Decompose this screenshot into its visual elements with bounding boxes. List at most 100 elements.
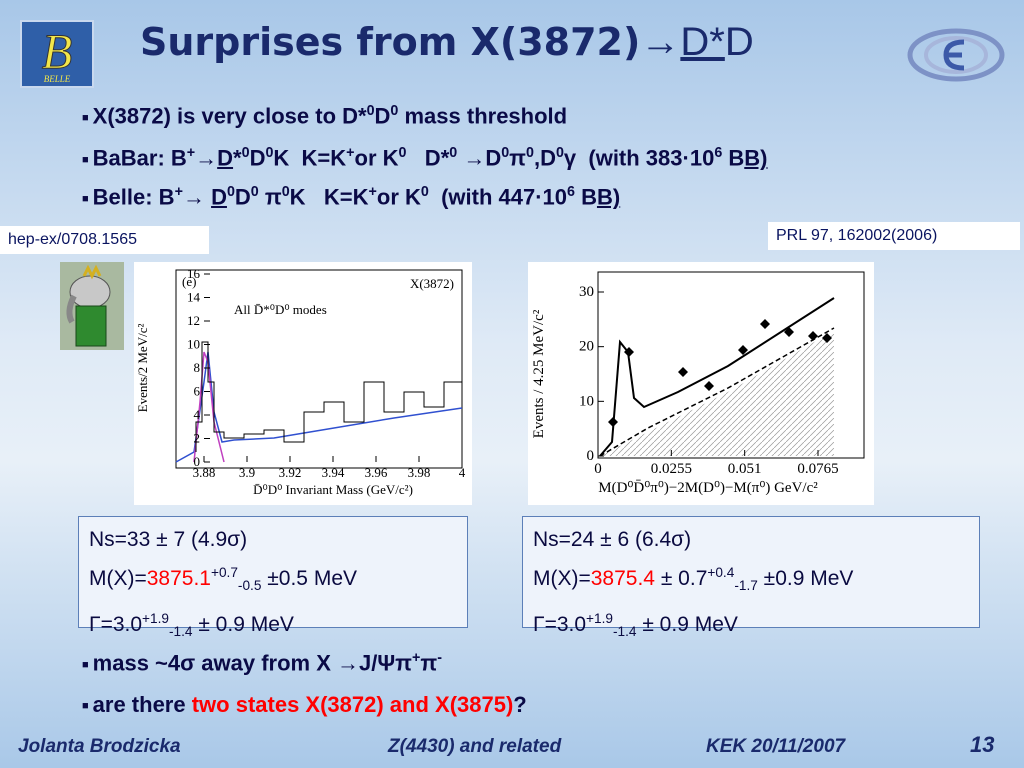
text-run: π <box>258 184 282 210</box>
text-run: mass threshold <box>398 103 568 129</box>
text-run: → <box>640 20 681 64</box>
x-tick-label: 3.92 <box>279 465 302 480</box>
text-run: 3875.1 <box>146 567 211 590</box>
y-axis-label: Events / 4.25 MeV/c² <box>531 309 547 438</box>
text-run: +1.9 <box>142 611 169 627</box>
x-tick-label: 3.9 <box>239 465 255 480</box>
text-run: π <box>509 145 527 171</box>
y-tick-label: 6 <box>194 384 201 399</box>
text-run: → <box>182 184 212 210</box>
text-run: 0 <box>250 184 259 200</box>
text-run: γ (with 383·10 <box>563 145 715 171</box>
text-run: D <box>217 145 234 171</box>
text-run: 0 <box>390 103 399 119</box>
text-run: K K=K <box>273 145 347 171</box>
box-line: Ns=24 ± 6 (6.4σ) <box>533 523 969 556</box>
text-run: ±0.5 MeV <box>261 567 358 590</box>
logo-bg <box>20 20 94 88</box>
text-run: ±0.9 MeV <box>757 567 854 590</box>
text-run: B) <box>744 145 768 171</box>
text-run: or K <box>376 184 421 210</box>
text-run: → <box>195 145 218 171</box>
plot-legend: All D̄*⁰D⁰ modes <box>234 302 327 317</box>
y-tick-label: 14 <box>187 290 201 305</box>
text-run: D* <box>406 145 450 171</box>
y-tick-label: 0 <box>587 448 595 464</box>
x-tick-label: 0.0255 <box>651 461 692 477</box>
y-tick-label: 16 <box>187 266 201 281</box>
text-run: two states X(3872) and X(3875) <box>191 692 514 717</box>
x-tick-label: 0 <box>594 461 602 477</box>
text-run: (with 447·10 <box>428 184 567 210</box>
text-run: -1.7 <box>734 578 758 594</box>
text-run: ± 0.7 <box>654 567 708 590</box>
y-tick-label: 2 <box>194 431 201 446</box>
footer-event: KEK 20/11/2007 <box>706 736 846 757</box>
text-run: D <box>724 20 754 64</box>
bullet: X(3872) is very close to D*0D0 mass thre… <box>82 103 567 129</box>
text-run: 3875.4 <box>590 567 655 590</box>
text-run: K K=K <box>289 184 369 210</box>
text-run: 6 <box>567 184 575 200</box>
text-run: B <box>722 145 745 171</box>
text-run: + <box>174 184 183 200</box>
text-run: →D <box>457 145 502 171</box>
text-run: BaBar: B <box>92 145 187 171</box>
text-run: D <box>234 184 251 210</box>
bullet: Belle: B+→ D0D0 π0K K=K+or K0 (with 447·… <box>82 184 621 210</box>
box-line: Ns=33 ± 7 (4.9σ) <box>89 523 457 556</box>
y-tick-label: 4 <box>194 407 201 422</box>
result-box: Ns=33 ± 7 (4.9σ) M(X)=3875.1+0.7-0.5 ±0.… <box>78 516 468 639</box>
text-run: 0 <box>501 145 510 161</box>
text-run: + <box>346 145 355 161</box>
text-run: 0 <box>366 103 375 119</box>
box-line: Γ=3.0+1.9-1.4 ± 0.9 MeV <box>89 602 457 648</box>
text-run: 0 <box>226 184 235 200</box>
reference: PRL 97, 162002(2006) <box>768 222 1020 250</box>
text-run: -0.5 <box>237 578 262 594</box>
text-run: +1.9 <box>586 611 613 627</box>
text-run: are there <box>92 692 192 717</box>
y-axis-label: Events/2 MeV/c² <box>135 324 150 413</box>
elephant-image <box>60 262 124 350</box>
text-run: Ns=24 ± 6 (6.4σ) <box>533 528 692 551</box>
text-run: ~ <box>155 650 168 676</box>
text-run: 0 <box>555 145 564 161</box>
text-run: or K <box>354 145 399 171</box>
text-run: 0 <box>526 145 534 161</box>
plot-left: 0 2 4 6 8 10 12 14 16 3.88 3.9 3.92 3.94 3.96 3.98 4 D̄⁰… <box>134 262 472 505</box>
footer-topic: Z(4430) and related <box>388 736 562 757</box>
panel-label: (e) <box>182 274 196 289</box>
text-run: B <box>574 184 597 210</box>
reference: hep-ex/0708.1565 <box>0 226 209 254</box>
x-tick-label: 3.94 <box>322 465 345 480</box>
x-tick-label: 3.98 <box>408 465 431 480</box>
x-tick-label: 3.88 <box>193 465 216 480</box>
text-run: 0 <box>420 184 429 200</box>
x-axis-label: D̄⁰D⁰ Invariant Mass (GeV/c²) <box>253 482 413 497</box>
text-run: 6 <box>714 145 723 161</box>
x-tick-label: 0.0765 <box>797 461 838 477</box>
text-run: -1.4 <box>612 624 637 640</box>
x-axis-label: M(D⁰D̄⁰π⁰)−2M(D⁰)−M(π⁰) GeV/c² <box>598 480 818 496</box>
text-run: +0.4 <box>707 565 735 580</box>
text-run: + <box>412 650 421 666</box>
y-tick-label: 12 <box>187 313 200 328</box>
y-tick-label: 8 <box>194 360 201 375</box>
text-run: 0 <box>449 145 458 161</box>
kek-logo <box>907 28 1005 82</box>
y-tick-label: 30 <box>579 284 594 300</box>
text-run: Surprises from X(3872) <box>140 20 641 64</box>
text-run: M(X)= <box>89 567 147 590</box>
y-tick-label: 0 <box>194 454 201 469</box>
text-run: X(3872) is very close to D* <box>92 103 367 129</box>
text-run: ± 0.9 MeV <box>192 613 294 637</box>
text-run: D <box>211 184 227 210</box>
belle-logo: B BELLE <box>20 20 94 88</box>
bullet: mass ~4σ away from X →J/Ψπ+π- <box>82 650 442 676</box>
text-run: Ns=33 ± 7 (4.9σ) <box>89 528 248 551</box>
plot-label: X(3872) <box>410 276 454 291</box>
text-run: mass <box>92 650 156 676</box>
text-run: ± 0.9 MeV <box>636 613 738 637</box>
box-line: M(X)=3875.1+0.7-0.5 ±0.5 MeV <box>89 556 457 602</box>
